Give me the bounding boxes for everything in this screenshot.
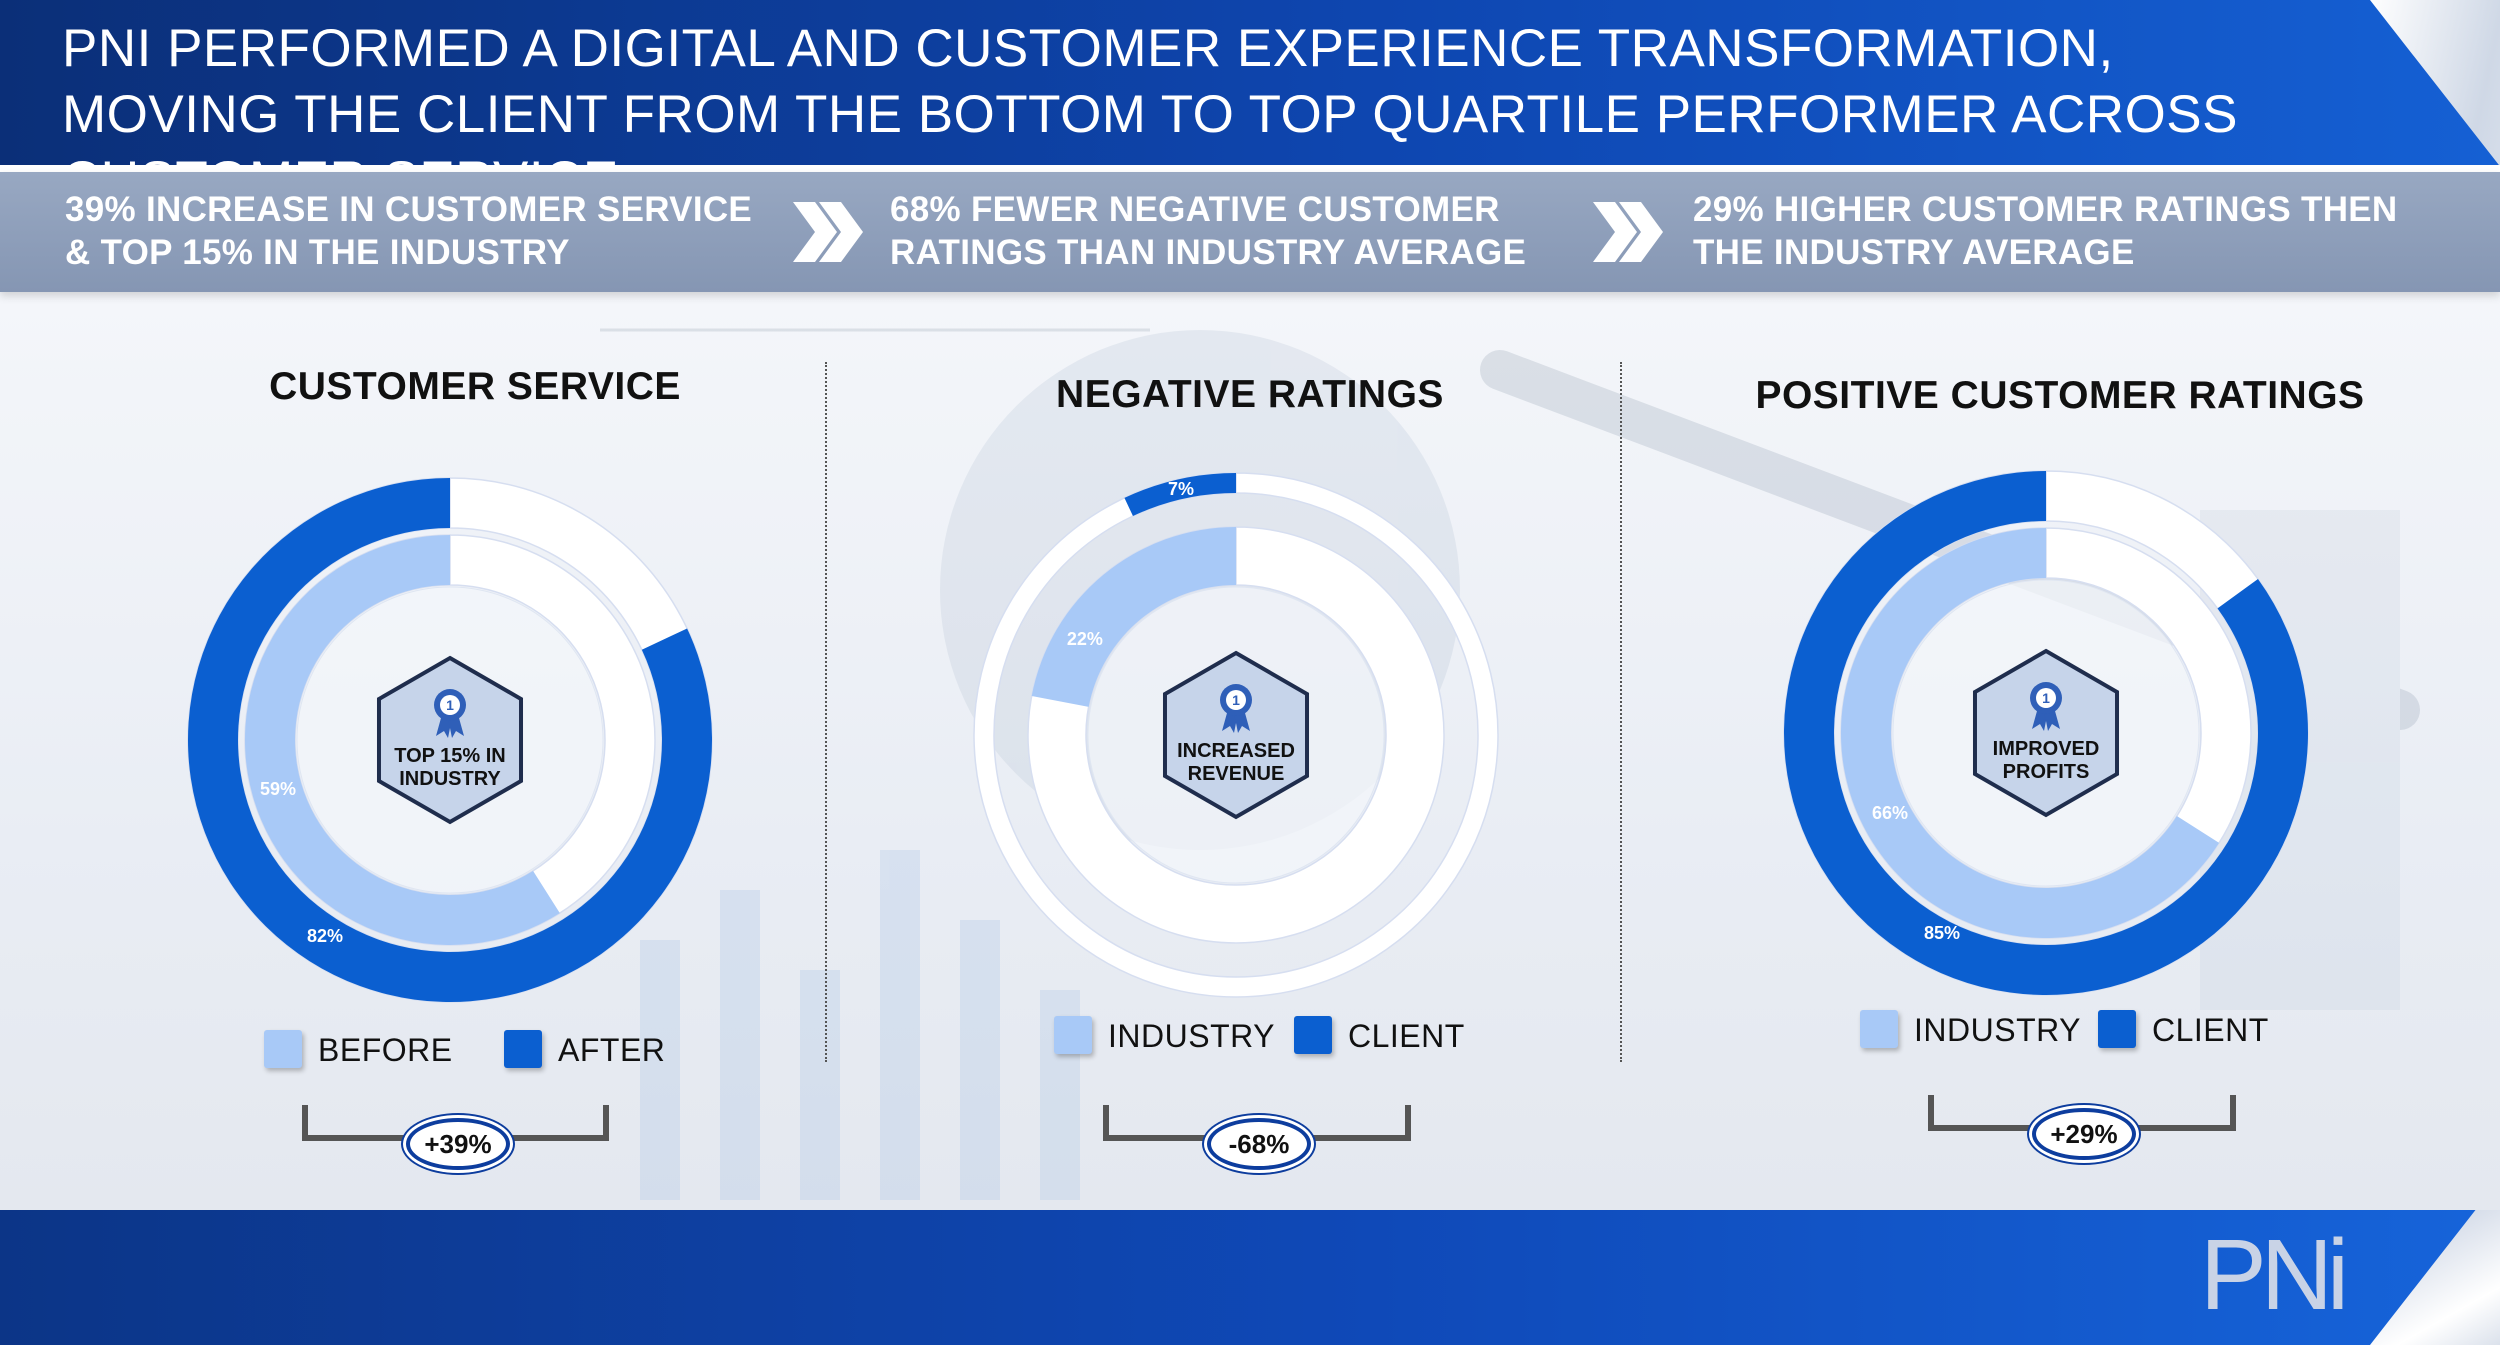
inner-value-label: 22% [1067,629,1103,649]
legend-swatch-industry [1860,1010,1898,1048]
outer-value-label: 82% [307,926,343,946]
delta-badge-positive-ratings: +29% [2032,1108,2136,1160]
header-accent-stripe [2370,0,2500,165]
legend-swatch-before [264,1030,302,1068]
panel-divider [1620,362,1622,1062]
chart-title-positive-ratings: POSITIVE CUSTOMER RATINGS [1710,374,2410,418]
legend-label-after: AFTER [558,1032,665,1069]
legend-label-industry: INDUSTRY [1108,1018,1275,1055]
legend-swatch-industry [1054,1016,1092,1054]
outer-value-label: 7% [1168,479,1194,499]
chart-title-negative-ratings: NEGATIVE RATINGS [950,373,1550,417]
center-label: INCREASED REVENUE [1177,740,1295,785]
center-label: IMPROVED PROFITS [1993,738,2100,783]
inner-value-label: 66% [1872,803,1908,823]
outer-value-label: 85% [1924,923,1960,943]
legend-label-client: CLIENT [2152,1012,2269,1049]
svg-text:1: 1 [446,697,454,713]
legend-label-before: BEFORE [318,1032,453,1069]
legend-swatch-client [1294,1016,1332,1054]
legend-swatch-client [2098,1010,2136,1048]
double-chevron-icon [785,192,865,272]
svg-text:1: 1 [2042,690,2050,706]
pni-logo: PNi [2200,1218,2343,1333]
summary-item-positive-ratings: 29% HIGHER CUSTOMER RATINGS THEN THE IND… [1693,188,2413,274]
delta-badge-customer-service: +39% [406,1118,510,1170]
donut-chart-positive-ratings: 85% 66% 1 IMPROVED PROFITS [1776,463,2316,1003]
summary-item-negative-ratings: 68% FEWER NEGATIVE CUSTOMER RATINGS THAN… [890,188,1610,274]
header-banner: PNI PERFORMED A DIGITAL AND CUSTOMER EXP… [0,0,2500,165]
page-title: PNI PERFORMED A DIGITAL AND CUSTOMER EXP… [62,16,2262,165]
svg-text:1: 1 [1232,692,1240,708]
footer-accent-stripe [2370,1210,2500,1345]
inner-value-label: 59% [260,779,296,799]
legend-label-industry: INDUSTRY [1914,1012,2081,1049]
donut-chart-customer-service: 82% 59% 1 TOP 15% IN INDUSTRY [180,470,720,1010]
donut-chart-negative-ratings: 7% 22% 1 INCREASED REVENUE [966,465,1506,1005]
legend-swatch-after [504,1030,542,1068]
center-label: TOP 15% IN INDUSTRY [394,745,506,790]
delta-badge-negative-ratings: -68% [1207,1118,1311,1170]
summary-item-customer-service: 39% INCREASE IN CUSTOMER SERVICE & TOP 1… [65,188,785,274]
footer-banner [0,1210,2500,1345]
legend-label-client: CLIENT [1348,1018,1465,1055]
chart-title-customer-service: CUSTOMER SERVICE [200,365,750,409]
panel-divider [825,362,827,1062]
double-chevron-icon [1585,192,1665,272]
summary-band: 39% INCREASE IN CUSTOMER SERVICE & TOP 1… [0,172,2500,292]
